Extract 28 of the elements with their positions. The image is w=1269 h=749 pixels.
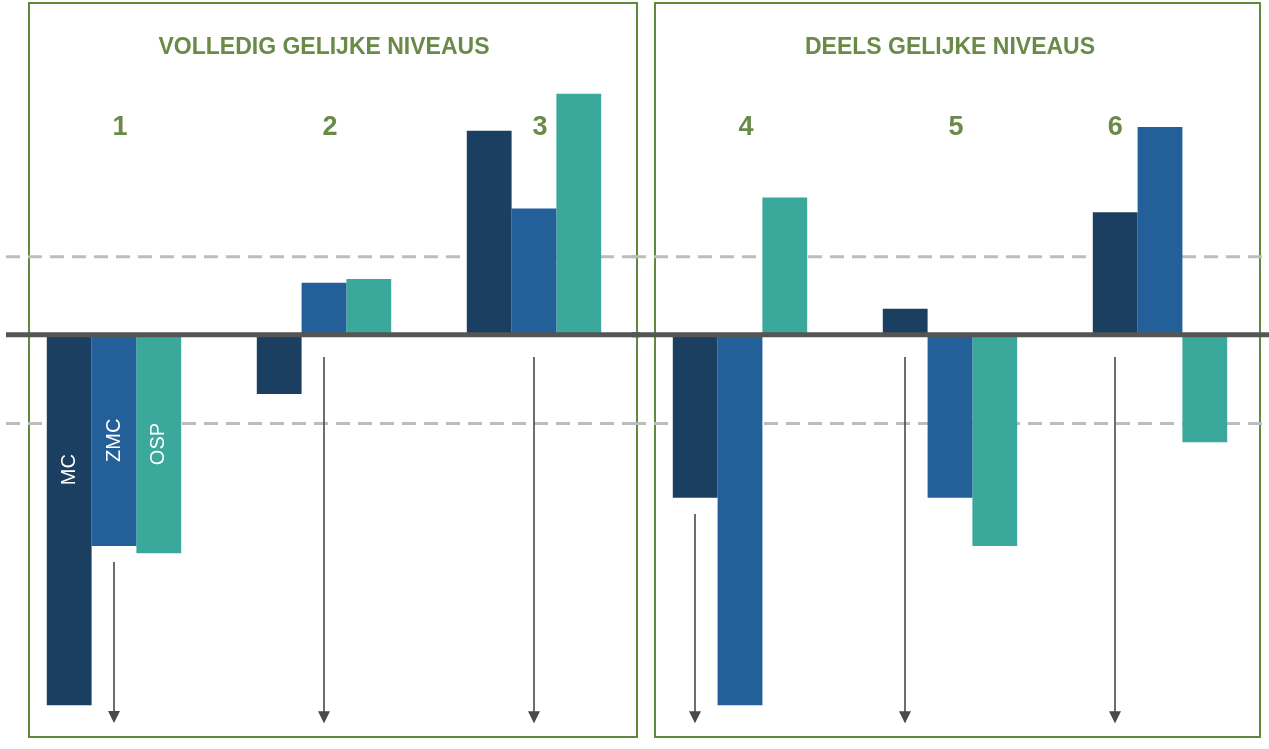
- bar: [511, 208, 557, 335]
- bar: [1182, 334, 1228, 443]
- bar: [672, 334, 718, 498]
- bar: [762, 197, 808, 335]
- x-tick-label: 6: [1107, 111, 1123, 142]
- series-label: ZMC: [101, 418, 124, 462]
- bar: [972, 334, 1018, 546]
- bar: [136, 334, 182, 554]
- x-tick-label: 5: [948, 111, 964, 142]
- bar: [91, 334, 137, 546]
- bar: [717, 334, 763, 706]
- bar: [1092, 212, 1138, 335]
- series-label: OSP: [146, 422, 169, 466]
- x-tick-label: 3: [532, 111, 548, 142]
- bar: [301, 282, 347, 335]
- x-tick-label: 4: [738, 111, 754, 142]
- x-tick-label: 1: [112, 111, 128, 142]
- bar: [346, 279, 392, 335]
- bar: [256, 334, 302, 394]
- bar: [1137, 127, 1183, 335]
- chart-title: DEELS GELIJKE NIVEAUS: [804, 33, 1096, 60]
- bar: [466, 130, 512, 335]
- bar: [556, 93, 602, 335]
- x-tick-label: 2: [322, 111, 338, 142]
- bar: [927, 334, 973, 498]
- bar: [46, 334, 92, 706]
- series-label: MC: [56, 454, 79, 486]
- chart-title: VOLLEDIG GELIJKE NIVEAUS: [158, 33, 490, 60]
